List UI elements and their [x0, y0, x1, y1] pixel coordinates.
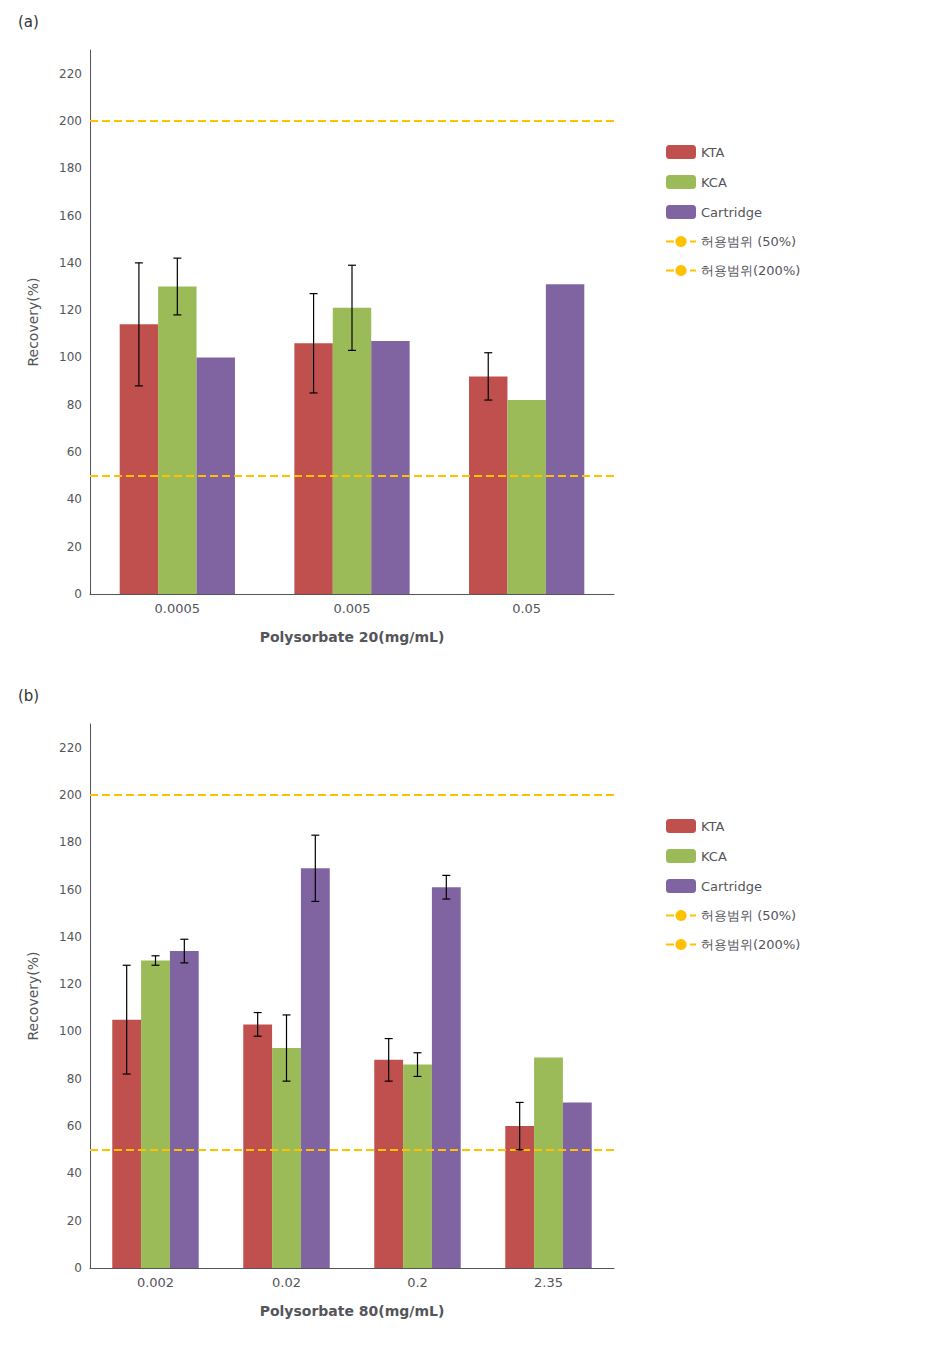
svg-text:160: 160 — [59, 209, 82, 223]
svg-text:180: 180 — [59, 835, 82, 849]
svg-text:허용범위(200%): 허용범위(200%) — [701, 937, 800, 952]
svg-text:120: 120 — [59, 977, 82, 991]
svg-text:Cartridge: Cartridge — [701, 879, 762, 894]
svg-text:140: 140 — [59, 256, 82, 270]
svg-text:허용범위 (50%): 허용범위 (50%) — [701, 234, 796, 249]
svg-text:(a): (a) — [18, 13, 39, 31]
svg-text:140: 140 — [59, 930, 82, 944]
svg-text:KCA: KCA — [701, 849, 727, 864]
svg-text:200: 200 — [59, 114, 82, 128]
svg-text:180: 180 — [59, 161, 82, 175]
svg-text:Recovery(%): Recovery(%) — [25, 951, 41, 1040]
svg-text:Polysorbate 20(mg/mL): Polysorbate 20(mg/mL) — [260, 629, 445, 645]
svg-text:0: 0 — [74, 587, 82, 601]
svg-text:(b): (b) — [18, 687, 39, 705]
svg-text:허용범위(200%): 허용범위(200%) — [701, 263, 800, 278]
svg-text:0.2: 0.2 — [407, 1275, 428, 1290]
svg-text:40: 40 — [67, 1166, 82, 1180]
svg-text:KCA: KCA — [701, 175, 727, 190]
svg-text:Polysorbate 80(mg/mL): Polysorbate 80(mg/mL) — [260, 1303, 445, 1319]
svg-text:60: 60 — [67, 1119, 82, 1133]
svg-text:0.0005: 0.0005 — [155, 601, 201, 616]
svg-text:60: 60 — [67, 445, 82, 459]
svg-text:80: 80 — [67, 398, 82, 412]
svg-text:KTA: KTA — [701, 145, 724, 160]
svg-text:0.05: 0.05 — [512, 601, 541, 616]
svg-text:120: 120 — [59, 303, 82, 317]
svg-text:160: 160 — [59, 883, 82, 897]
svg-text:220: 220 — [59, 741, 82, 755]
svg-text:KTA: KTA — [701, 819, 724, 834]
svg-text:Cartridge: Cartridge — [701, 205, 762, 220]
svg-text:0.02: 0.02 — [272, 1275, 301, 1290]
svg-text:200: 200 — [59, 788, 82, 802]
svg-text:100: 100 — [59, 1024, 82, 1038]
svg-text:0.005: 0.005 — [333, 601, 370, 616]
svg-text:Recovery(%): Recovery(%) — [25, 277, 41, 366]
svg-text:100: 100 — [59, 350, 82, 364]
svg-text:40: 40 — [67, 492, 82, 506]
svg-text:80: 80 — [67, 1072, 82, 1086]
svg-text:20: 20 — [67, 1214, 82, 1228]
svg-text:0: 0 — [74, 1261, 82, 1275]
svg-text:220: 220 — [59, 67, 82, 81]
svg-text:20: 20 — [67, 540, 82, 554]
svg-text:허용범위 (50%): 허용범위 (50%) — [701, 908, 796, 923]
svg-text:2.35: 2.35 — [534, 1275, 563, 1290]
svg-text:0.002: 0.002 — [137, 1275, 174, 1290]
